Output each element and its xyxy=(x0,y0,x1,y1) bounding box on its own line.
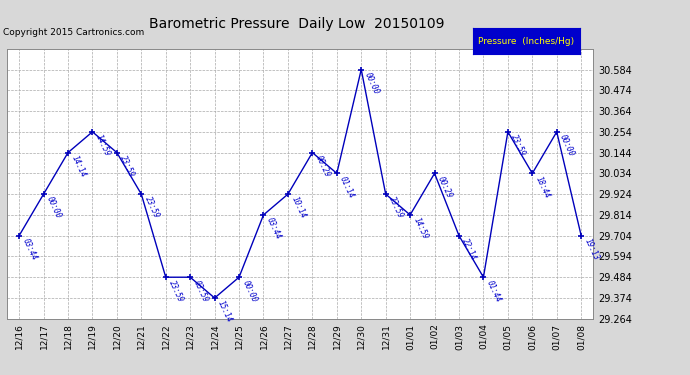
Text: 01:44: 01:44 xyxy=(485,279,503,303)
Text: 00:00: 00:00 xyxy=(45,195,63,220)
Text: 22:14: 22:14 xyxy=(460,237,478,262)
Text: 03:59: 03:59 xyxy=(192,279,210,303)
Text: 14:59: 14:59 xyxy=(411,216,429,241)
Text: 23:59: 23:59 xyxy=(118,154,136,179)
Text: 00:00: 00:00 xyxy=(240,279,258,303)
Text: 15:14: 15:14 xyxy=(216,299,234,324)
Text: Copyright 2015 Cartronics.com: Copyright 2015 Cartronics.com xyxy=(3,28,145,37)
Text: 23:59: 23:59 xyxy=(143,195,161,220)
Text: 14:14: 14:14 xyxy=(70,154,88,179)
Text: Pressure  (Inches/Hg): Pressure (Inches/Hg) xyxy=(478,37,574,46)
Text: 14:59: 14:59 xyxy=(94,133,112,158)
Text: 23:59: 23:59 xyxy=(167,279,185,303)
Text: 19:13: 19:13 xyxy=(582,237,600,262)
Text: 00:29: 00:29 xyxy=(314,154,332,179)
Text: Barometric Pressure  Daily Low  20150109: Barometric Pressure Daily Low 20150109 xyxy=(149,17,444,31)
Text: 23:59: 23:59 xyxy=(509,133,527,158)
Text: 03:44: 03:44 xyxy=(265,216,283,241)
Text: 23:59: 23:59 xyxy=(387,195,405,220)
Text: 10:14: 10:14 xyxy=(289,195,307,220)
Text: 00:00: 00:00 xyxy=(363,71,381,96)
Text: 03:44: 03:44 xyxy=(21,237,39,262)
Text: 18:44: 18:44 xyxy=(533,175,551,200)
Text: 01:14: 01:14 xyxy=(338,175,356,200)
Text: 00:29: 00:29 xyxy=(436,175,454,200)
Text: 00:00: 00:00 xyxy=(558,133,576,158)
